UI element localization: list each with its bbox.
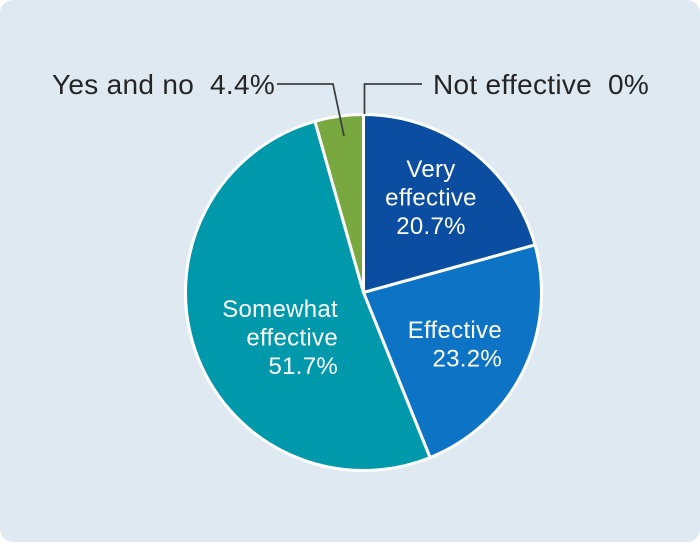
pie-slice-labels: Very effective 20.7% Effective 23.2% Somewhat… (222, 156, 502, 380)
pie-slice-somewhat-effective (184, 119, 432, 472)
pie-slices (184, 113, 543, 472)
pie-slice-label-very-effective: Very effective 20.7% (385, 156, 477, 240)
callout-value-not-effective: 0% (608, 69, 649, 100)
pie-slice-effective (362, 243, 543, 460)
callout-value-yes-and-no: 4.4% (210, 69, 275, 100)
pie-slice-label-somewhat-effective: Somewhat effective 51.7% (222, 296, 338, 380)
leader-line-not-effective (363, 83, 422, 114)
callout-label-not-effective: Not effective (433, 69, 592, 100)
pie-slice-very-effective (362, 113, 537, 294)
pie-slice-label-effective: Effective 23.2% (408, 317, 502, 373)
leader-line-yes-and-no (277, 83, 345, 137)
callout-label-yes-and-no: Yes and no (52, 69, 194, 100)
